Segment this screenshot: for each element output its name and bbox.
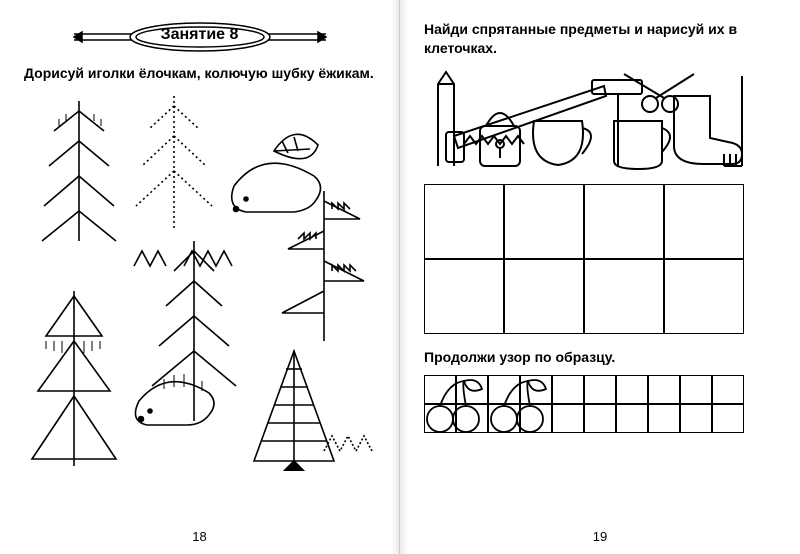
lesson-title: Занятие 8 <box>70 26 330 44</box>
pattern-strip <box>424 375 744 433</box>
lesson-banner: Занятие 8 <box>70 20 330 54</box>
page-left: Занятие 8 Дорисуй иголки ёлочкам, колючу… <box>0 0 400 554</box>
right-instruction-2: Продолжи узор по образцу. <box>424 348 776 367</box>
pattern-sample-1 <box>424 375 488 433</box>
pattern-sample-2 <box>488 375 552 433</box>
answer-cell <box>504 259 584 334</box>
answer-cell <box>664 184 744 259</box>
answer-cell <box>424 184 504 259</box>
answer-cell <box>504 184 584 259</box>
answer-cell <box>424 259 504 334</box>
page-number-right: 19 <box>400 529 800 544</box>
left-illustration <box>24 91 375 476</box>
answer-cell <box>584 259 664 334</box>
left-instruction: Дорисуй иголки ёлочкам, колючую шубку ёж… <box>24 64 375 83</box>
workbook-spread: Занятие 8 Дорисуй иголки ёлочкам, колючу… <box>0 0 800 554</box>
answer-grid <box>424 184 744 334</box>
hidden-objects-puzzle <box>424 66 744 176</box>
right-instruction-1: Найди спрятанные предметы и нарисуй их в… <box>424 20 776 58</box>
page-number-left: 18 <box>0 529 399 544</box>
answer-cell <box>584 184 664 259</box>
page-right: Найди спрятанные предметы и нарисуй их в… <box>400 0 800 554</box>
answer-cell <box>664 259 744 334</box>
